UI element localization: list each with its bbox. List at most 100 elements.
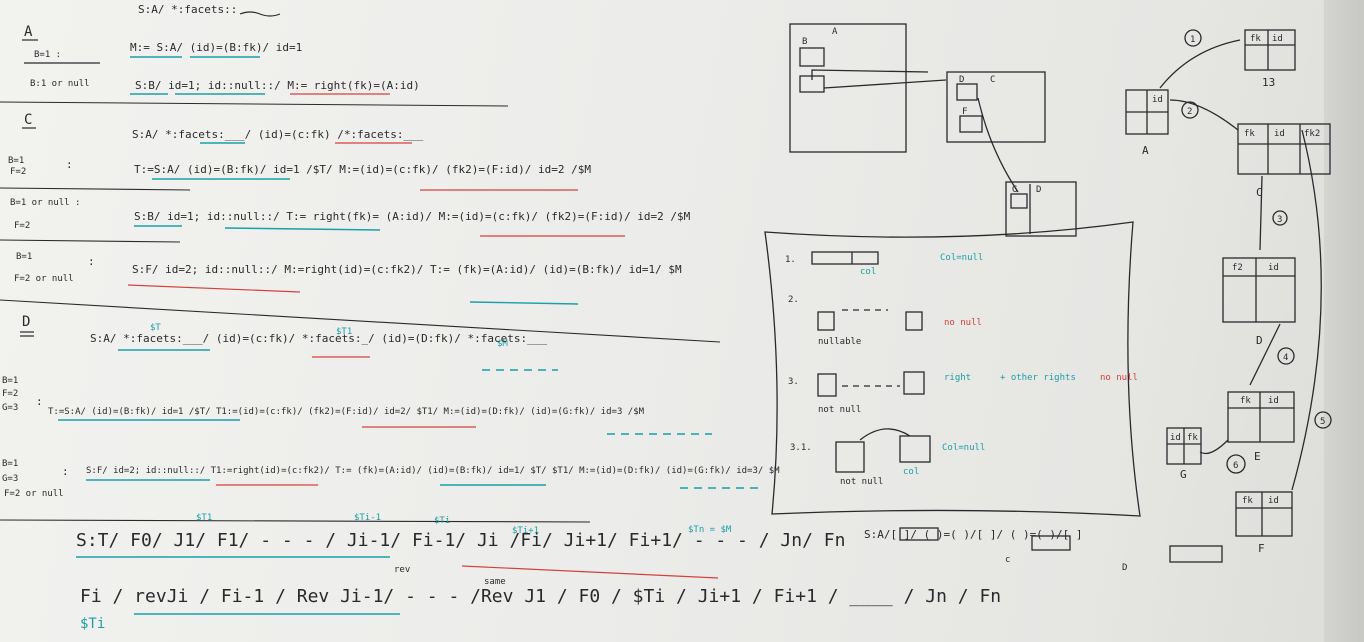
general-var-ti-next: $Ti+1 [512, 526, 539, 536]
general-var-tn: $Tn = $M [688, 525, 732, 535]
section-c: C S:A/ *:facets:___/ (id)=(c:fk) /*:face… [0, 112, 721, 343]
section-d-d2-colon: : [62, 465, 69, 478]
bottom-sub-d: D [1122, 563, 1127, 573]
general-line1: S:T/ F0/ J1/ F1/ - - - / Ji-1/ Fi-1/ Ji … [76, 530, 845, 551]
box-d-label: D [1036, 185, 1041, 195]
step-1: 1 [1190, 35, 1195, 45]
section-c-c3-cond-b: F=2 or null [14, 274, 74, 284]
section-d-d1-cond-b: F=2 [2, 389, 18, 399]
case1-note: Col=null [940, 253, 983, 263]
case3-num: 3. [788, 377, 799, 387]
step-4: 4 [1283, 353, 1288, 363]
section-d-line0: S:A/ *:facets:___/ (id)=(c:fk)/ *:facets… [90, 332, 547, 345]
tf2-fk: f2 [1232, 263, 1243, 273]
top-line: S:A/ *:facets:: [138, 3, 237, 16]
section-c-c3-eq: S:F/ id=2; id::null::/ M:=right(id)=(c:f… [132, 263, 682, 276]
box-c [946, 71, 1046, 143]
section-d-d2-cond-a: B=1 [2, 459, 18, 469]
tc-fk2: fk2 [1304, 129, 1320, 139]
case3-note: right [944, 373, 971, 383]
step-5: 5 [1320, 417, 1325, 427]
case3-note3: no null [1100, 373, 1138, 383]
t13-id: id [1272, 34, 1283, 44]
general-var-ti-bottom: $Ti [80, 616, 105, 632]
step-3: 3 [1277, 215, 1282, 225]
section-c-c3-cond-a: B=1 [16, 252, 32, 262]
case31-sub2: col [903, 467, 919, 477]
section-c-c2-cond-b: F=2 [14, 221, 30, 231]
section-a-cond1: B=1 : [34, 50, 61, 60]
section-d-d2-cond-b: G=3 [2, 474, 18, 484]
general-note-rev: rev [394, 565, 410, 575]
t13-fk: fk [1250, 34, 1261, 44]
box-a-label: A [832, 27, 838, 37]
section-d-var-t: $T [150, 323, 161, 333]
right-board [764, 23, 1332, 563]
box-d-inner: G [1012, 185, 1017, 195]
section-c-c1-colon: : [66, 158, 73, 171]
section-c-c2-cond-a: B=1 or null : [10, 198, 80, 208]
cases-bubble [764, 221, 1141, 517]
case31-sub: not null [840, 477, 883, 487]
left-board: S:A/ *:facets:: A B=1 : B:1 or null M:= … [0, 3, 1001, 632]
general-formula: $T1 $Ti-1 $Ti $Ti+1 $Tn = $M S:T/ F0/ J1… [76, 513, 1001, 632]
box-a [789, 23, 907, 153]
section-a: A B=1 : B:1 or null M:= S:A/ (id)=(B:fk)… [0, 24, 509, 107]
ta-id: id [1152, 95, 1163, 105]
general-note-same: same [484, 577, 506, 587]
section-a-cond2: B:1 or null [30, 79, 90, 89]
box-c-inner-d: D [959, 75, 964, 85]
box-a-inner: B [802, 37, 807, 47]
case1-sub: col [860, 267, 876, 277]
section-d-d2-cond-c: F=2 or null [4, 489, 64, 499]
section-a-eq2: S:B/ id=1; id::null::/ M:= right(fk)=(A:… [135, 79, 420, 92]
right-board-text: A B C D F D G fk id 13 id A fk id fk2 C … [785, 27, 1325, 573]
case3-sub: not null [818, 405, 861, 415]
general-var-t1: $T1 [196, 513, 212, 523]
te-id: id [1268, 396, 1279, 406]
general-var-ti: $Ti [434, 516, 450, 526]
case2-num: 2. [788, 295, 799, 305]
t13-label: 13 [1262, 76, 1275, 89]
section-d-heading: D [22, 314, 30, 330]
tf2-id: id [1268, 263, 1279, 273]
section-c-c2-eq: S:B/ id=1; id::null::/ T:= right(fk)= (A… [134, 210, 691, 223]
tc-label: C [1256, 186, 1263, 199]
box-c-label: C [990, 75, 995, 85]
section-c-c1-cond-b: F=2 [10, 167, 26, 177]
bottom-formula: S:A/[ ]/ ( )=( )/[ ]/ ( )=( )/[ ] [864, 528, 1083, 541]
section-d: D $T $T1 $M S:A/ *:facets:___/ (id)=(c:f… [0, 314, 780, 523]
general-var-ti1: $Ti-1 [354, 513, 381, 523]
tf-id: id [1268, 496, 1279, 506]
general-line2: Fi / revJi / Fi-1 / Rev Ji-1/ - - - /Rev… [80, 586, 1001, 607]
section-d-d2-eq: S:F/ id=2; id::null::/ T1:=right(id)=(c:… [86, 466, 780, 476]
case1-num: 1. [785, 255, 796, 265]
step-6: 6 [1233, 461, 1238, 471]
tf-label: F [1258, 542, 1265, 555]
case2-note: no null [944, 318, 982, 328]
bottom-sub-c: c [1005, 555, 1010, 565]
tc-fk: fk [1244, 129, 1255, 139]
section-d-d1-eq: T:=S:A/ (id)=(B:fk)/ id=1 /$T/ T1:=(id)=… [48, 407, 645, 417]
section-d-var-t1: $T1 [336, 327, 352, 337]
section-d-var-m: $M [497, 339, 508, 349]
section-c-c1-cond-a: B=1 [8, 156, 24, 166]
ta-label: A [1142, 144, 1149, 157]
tg-id: id [1170, 433, 1181, 443]
box-d [1005, 181, 1077, 237]
section-c-heading: C [24, 112, 32, 128]
case3-note2: + other rights [1000, 373, 1076, 383]
tg-label: G [1180, 468, 1187, 481]
case2-sub: nullable [818, 337, 861, 347]
tg-fk: fk [1187, 433, 1198, 443]
section-a-eq1: M:= S:A/ (id)=(B:fk)/ id=1 [130, 41, 302, 54]
section-d-d1-colon: : [36, 395, 43, 408]
box-c-inner-f: F [962, 107, 967, 117]
tc-id: id [1274, 129, 1285, 139]
section-d-d1-cond-a: B=1 [2, 376, 18, 386]
section-d-d1-cond-c: G=3 [2, 403, 18, 413]
tf-fk: fk [1242, 496, 1253, 506]
case31-num: 3.1. [790, 443, 812, 453]
te-label: E [1254, 450, 1261, 463]
